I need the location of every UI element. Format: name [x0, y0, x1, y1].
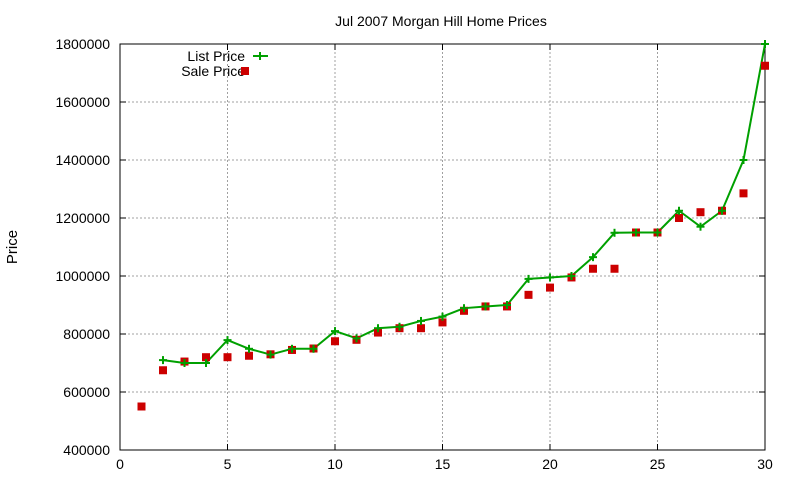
- list-price-point: [374, 324, 382, 333]
- legend: List Price Sale Price: [181, 48, 268, 79]
- list-price-point: [438, 312, 447, 321]
- list-price-point: [481, 302, 490, 311]
- chart-title: Jul 2007 Morgan Hill Home Prices: [335, 13, 547, 29]
- list-price-point: [632, 228, 640, 237]
- sale-price-point: [374, 328, 382, 337]
- list-price-point: [331, 327, 339, 336]
- list-price-point: [546, 273, 554, 282]
- sale-price-point: [696, 208, 705, 217]
- sale-price-point: [524, 290, 533, 299]
- legend-swatch-sale-price: [241, 67, 249, 75]
- sale-price-point: [546, 283, 554, 292]
- list-price-point: [696, 222, 705, 231]
- sale-price-point: [417, 324, 425, 333]
- x-tick-label: 5: [224, 456, 232, 472]
- list-price-point: [223, 336, 232, 345]
- list-price-line: [162, 43, 766, 364]
- x-tick-label: 0: [116, 456, 124, 472]
- list-price-point: [718, 206, 726, 215]
- sale-price-point: [739, 189, 748, 198]
- y-tick-label: 1000000: [55, 268, 110, 284]
- sale-price-point: [610, 264, 619, 273]
- list-price-point: [761, 40, 769, 48]
- legend-marker-list-price: [256, 52, 264, 60]
- list-price-point: [460, 304, 468, 313]
- y-tick-label: 800000: [63, 326, 110, 342]
- y-axis-label: Price: [4, 230, 21, 264]
- list-price-point: [352, 334, 361, 343]
- list-price-point: [610, 228, 619, 237]
- sale-price-point: [159, 366, 167, 375]
- y-tick-label: 400000: [63, 442, 110, 458]
- list-price-point: [159, 356, 167, 365]
- list-price-point: [567, 272, 576, 280]
- sale-price-point: [589, 264, 597, 273]
- list-price-point: [288, 344, 296, 353]
- list-price-point: [180, 359, 189, 367]
- y-tick-label: 1800000: [55, 36, 110, 52]
- x-tick-label: 25: [650, 456, 666, 472]
- grid: [120, 44, 765, 450]
- list-price-point: [675, 206, 683, 215]
- y-tick-label: 1400000: [55, 152, 110, 168]
- axis-ticks: 400000 600000 800000 1000000 1200000 1400000 1…: [55, 36, 773, 472]
- x-tick-label: 30: [757, 456, 773, 472]
- legend-label-sale-price: Sale Price: [181, 63, 245, 79]
- x-tick-label: 20: [542, 456, 558, 472]
- series: [137, 40, 769, 411]
- legend-marker-sale-price: [241, 67, 249, 75]
- y-tick-label: 1200000: [55, 210, 110, 226]
- list-price-point: [266, 350, 275, 359]
- list-price-point: [395, 322, 404, 331]
- sale-price-point: [245, 351, 253, 360]
- list-price-point: [589, 253, 597, 262]
- y-tick-label: 1600000: [55, 94, 110, 110]
- x-tick-label: 10: [327, 456, 343, 472]
- sale-price-point: [331, 337, 339, 346]
- sale-price-point: [675, 214, 683, 222]
- list-price-point: [309, 344, 318, 353]
- sale-price-point: [438, 318, 447, 327]
- legend-label-list-price: List Price: [187, 48, 245, 64]
- list-price-point: [202, 359, 210, 367]
- legend-swatch-list-price: [253, 52, 268, 60]
- sale-price-point: [202, 353, 210, 362]
- list-price-point: [245, 344, 253, 353]
- sale-price-point: [223, 353, 232, 362]
- list-price-point: [503, 301, 511, 309]
- y-tick-label: 600000: [63, 384, 110, 400]
- list-price-point: [653, 228, 662, 237]
- x-tick-label: 15: [435, 456, 451, 472]
- sale-price-point: [761, 61, 769, 70]
- list-price-point: [417, 316, 425, 325]
- sale-price-point: [137, 402, 146, 411]
- list-price-point: [524, 274, 533, 283]
- list-price-point: [739, 156, 748, 164]
